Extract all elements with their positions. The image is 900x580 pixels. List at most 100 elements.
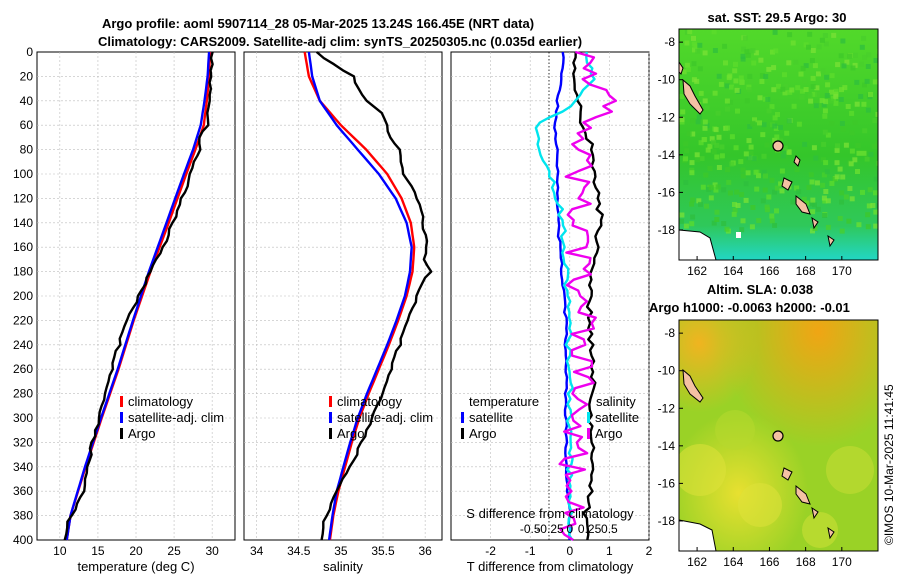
sst-pixel [738, 159, 744, 165]
sst-pixel [823, 41, 829, 47]
sst-pixel [791, 103, 797, 109]
sst-pixel [840, 174, 846, 180]
sla-anomaly-blob [802, 512, 838, 548]
top-tick-label: 0.5 [601, 522, 618, 536]
sst-pixel [721, 221, 727, 226]
sst-pixel [707, 165, 713, 171]
y-tick-label: 100 [13, 167, 33, 181]
sst-pixel [750, 205, 756, 210]
sla-blobs [679, 410, 874, 548]
sst-pixel [711, 139, 716, 145]
sst-pixel [740, 173, 746, 179]
sst-pixel [711, 149, 717, 155]
sst-pixel [756, 173, 761, 179]
sst-pixel [772, 137, 778, 143]
sst-pixel [860, 189, 865, 195]
title-line-1: Argo profile: aoml 5907114_28 05-Mar-202… [102, 16, 534, 31]
map-lon-label: 168 [796, 555, 816, 569]
sst-pixel [769, 177, 775, 183]
sst-pixel [746, 155, 752, 161]
map-lat-label: -16 [658, 185, 676, 199]
sst-pixel [853, 52, 858, 58]
sla-island-c [795, 484, 811, 505]
sst-pixel [740, 53, 746, 59]
legend-mark-argo [120, 428, 123, 439]
sst-pixel [714, 142, 720, 148]
sst-pixel [694, 152, 700, 158]
altimetry-subtitle: Argo h1000: -0.0063 h2000: -0.01 [649, 300, 850, 315]
sst-pixel [766, 194, 772, 200]
sst-island-a [793, 155, 801, 167]
sst-pixel [843, 194, 849, 200]
sst-pixel [809, 201, 815, 207]
sst-pixel [822, 129, 828, 135]
legend-mark-temp-satellite [461, 412, 464, 423]
sst-pixel [834, 174, 840, 180]
sst-pixel [728, 100, 734, 105]
sst-pixel [745, 52, 751, 58]
sst-pixel [765, 96, 771, 102]
sst-pixel [691, 35, 696, 41]
sst-pixel [871, 143, 877, 149]
sst-pixel [704, 123, 710, 129]
diff-line-3 [558, 50, 617, 542]
top-tick-label: -0.5 [520, 522, 541, 536]
diff-line-1 [572, 51, 604, 541]
legend-satellite: satellite-adj. clim [337, 410, 433, 425]
sst-pixel [823, 160, 829, 166]
sst-pixel [724, 98, 730, 104]
sst-pixel [709, 136, 715, 142]
sst-pixel [865, 212, 871, 218]
sst-pixel [784, 130, 790, 136]
sst-missing-pixel [736, 232, 741, 238]
sst-pixel [789, 87, 795, 93]
sst-pixel [727, 190, 733, 196]
sst-pixel [687, 29, 693, 35]
sst-pixel [707, 143, 713, 149]
sst-pixel [698, 90, 704, 96]
sst-pixel [799, 94, 805, 100]
sst-pixel [739, 79, 745, 85]
sst-pixel [725, 106, 730, 112]
sst-island-small [772, 140, 784, 152]
map-lat-label: -14 [658, 148, 676, 162]
sst-pixel [733, 61, 738, 67]
sst-pixel [716, 165, 722, 170]
sst-pixel [796, 189, 802, 195]
sst-pixel [801, 196, 807, 202]
sst-pixel [679, 218, 685, 224]
sla-island-north [682, 368, 704, 403]
sst-pixel [689, 201, 695, 207]
sst-pixel [732, 202, 737, 207]
sst-pixel [774, 208, 779, 214]
y-tick-label: 120 [13, 191, 33, 205]
sst-pixel [743, 197, 749, 203]
map-lat-label: -12 [658, 110, 676, 124]
sst-pixel [786, 60, 792, 66]
sst-pixel [822, 33, 828, 38]
sst-pixel [821, 141, 827, 147]
sst-pixel [683, 141, 689, 147]
sst-pixel [711, 29, 717, 35]
sst-pixel [683, 156, 688, 162]
sst-pixel [715, 110, 721, 116]
salinity-series [303, 51, 433, 541]
sst-pixel [833, 93, 839, 99]
sst-pixel [821, 102, 827, 108]
sst-pixel [800, 65, 806, 71]
sst-pixel [759, 73, 765, 79]
sst-pixel [763, 173, 768, 179]
map-lon-label: 170 [832, 555, 852, 569]
difference-legend: temperature satellite Argo salinity sate… [461, 394, 639, 441]
sst-pixel [852, 62, 858, 68]
sst-pixel [679, 117, 685, 123]
sst-pixel [802, 141, 808, 147]
map-lat-label: -8 [664, 326, 675, 340]
sst-pixel [856, 222, 862, 228]
sst-pixel [761, 153, 767, 159]
y-tick-label: 360 [13, 484, 33, 498]
sst-pixel [861, 101, 867, 107]
sst-pixel [837, 216, 843, 221]
sst-pixel [681, 69, 687, 75]
sst-pixel [750, 120, 756, 126]
